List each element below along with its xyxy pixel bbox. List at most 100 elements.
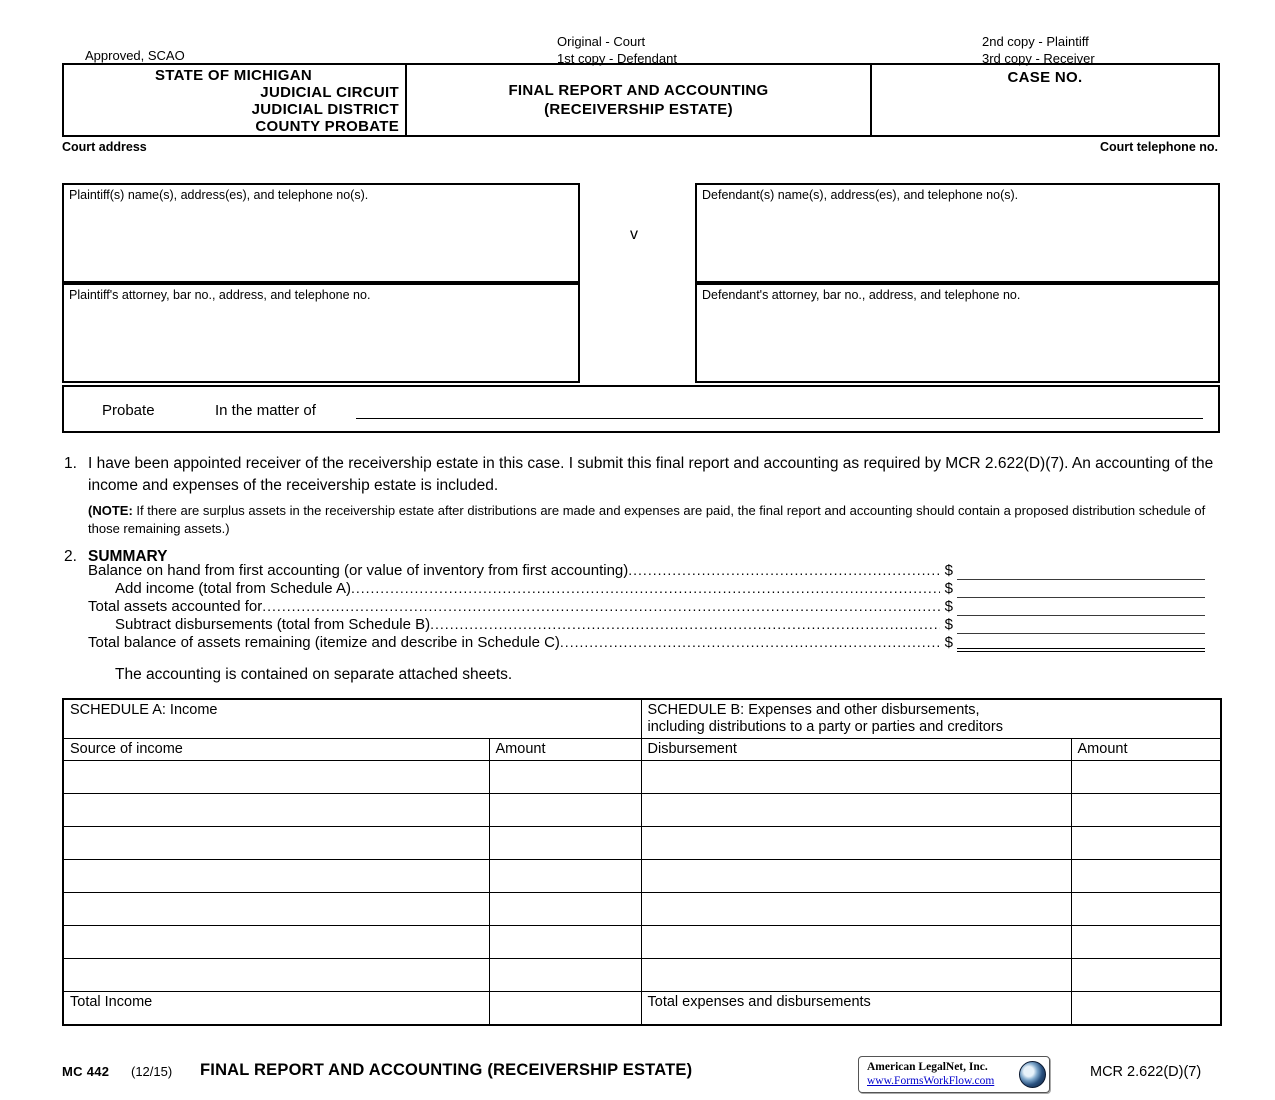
amount-blank-line[interactable] — [957, 583, 1205, 598]
summary-label: Add income (total from Schedule A) — [115, 580, 351, 597]
income-source-cell[interactable] — [62, 958, 490, 992]
disbursement-amount-cell[interactable] — [1070, 892, 1222, 926]
dollar-sign: $ — [944, 562, 953, 579]
form-revision-label: (12/15) — [131, 1064, 173, 1079]
summary-label: Balance on hand from first accounting (o… — [88, 562, 629, 579]
form-title-line1: FINAL REPORT AND ACCOUNTING — [508, 82, 769, 99]
case-no-field[interactable]: CASE NO. — [872, 65, 1218, 135]
col-header-amount-a: Amount — [488, 738, 642, 761]
income-amount-cell[interactable] — [488, 826, 642, 860]
income-source-cell[interactable] — [62, 925, 490, 959]
summary-row-add-income: Add income (total from Schedule A) $ — [88, 580, 1205, 598]
globe-icon — [1019, 1061, 1046, 1088]
disbursement-cell[interactable] — [640, 925, 1072, 959]
probate-matter-box: Probate In the matter of — [62, 385, 1220, 433]
amount-blank-line[interactable] — [957, 619, 1205, 634]
schedule-b-title-line2: including distributions to a party or pa… — [647, 719, 1003, 735]
note-bold-label: NOTE: — [92, 503, 133, 518]
matter-of-blank-line[interactable] — [356, 403, 1203, 419]
county-probate-label: COUNTY PROBATE — [255, 118, 399, 135]
dot-leader — [628, 562, 939, 578]
total-income-amount-cell[interactable] — [488, 991, 642, 1025]
item1-text: I have been appointed receiver of the re… — [88, 455, 1214, 494]
schedules-table: SCHEDULE A: Income SCHEDULE B: Expenses … — [62, 698, 1223, 1026]
defendant-name-label: Defendant(s) name(s), address(es), and t… — [702, 188, 1019, 202]
plaintiff-name-field[interactable]: Plaintiff(s) name(s), address(es), and t… — [62, 183, 580, 283]
disbursement-cell[interactable] — [640, 760, 1072, 794]
case-no-label: CASE NO. — [1007, 69, 1083, 86]
probate-label: Probate — [102, 402, 155, 419]
item1-note: (NOTE: If there are surplus assets in th… — [88, 502, 1206, 538]
income-amount-cell[interactable] — [488, 958, 642, 992]
form-caption-box: STATE OF MICHIGAN JUDICIAL CIRCUIT JUDIC… — [62, 63, 1220, 137]
schedule-b-title: SCHEDULE B: Expenses and other disbursem… — [640, 698, 1222, 739]
amount-blank-line[interactable] — [957, 601, 1205, 616]
american-legalnet-badge: American LegalNet, Inc. www.FormsWorkFlo… — [858, 1056, 1050, 1093]
vendor-url-link[interactable]: www.FormsWorkFlow.com — [867, 1075, 995, 1087]
note-body-text: If there are surplus assets in the recei… — [88, 503, 1206, 536]
total-income-label: Total Income — [62, 991, 490, 1025]
amount-blank-line[interactable] — [957, 565, 1205, 580]
disbursement-amount-cell[interactable] — [1070, 925, 1222, 959]
copy-original-label: Original - Court — [557, 34, 646, 49]
disbursement-cell[interactable] — [640, 892, 1072, 926]
income-source-cell[interactable] — [62, 793, 490, 827]
income-amount-cell[interactable] — [488, 793, 642, 827]
disbursement-amount-cell[interactable] — [1070, 859, 1222, 893]
defendant-attorney-field[interactable]: Defendant's attorney, bar no., address, … — [695, 283, 1220, 383]
disbursement-cell[interactable] — [640, 826, 1072, 860]
court-rule-label: MCR 2.622(D)(7) — [1090, 1064, 1202, 1080]
total-expenses-label: Total expenses and disbursements — [640, 991, 1072, 1025]
disbursement-amount-cell[interactable] — [1070, 958, 1222, 992]
summary-row-total-assets: Total assets accounted for $ — [88, 598, 1205, 616]
vendor-name-label: American LegalNet, Inc. — [867, 1061, 988, 1073]
copy-2nd-label: 2nd copy - Plaintiff — [982, 34, 1089, 49]
form-title-line2: (RECEIVERSHIP ESTATE) — [544, 101, 733, 118]
disbursement-amount-cell[interactable] — [1070, 793, 1222, 827]
dollar-sign: $ — [944, 634, 953, 651]
schedule-a-title: SCHEDULE A: Income — [62, 698, 642, 739]
court-address-label: Court address — [62, 140, 147, 154]
note-open-paren: ( — [88, 503, 93, 518]
form-title-cell: FINAL REPORT AND ACCOUNTING (RECEIVERSHI… — [407, 65, 872, 135]
attached-sheets-note: The accounting is contained on separate … — [115, 666, 513, 683]
income-amount-cell[interactable] — [488, 925, 642, 959]
summary-label: Total balance of assets remaining (itemi… — [88, 634, 560, 651]
income-source-cell[interactable] — [62, 859, 490, 893]
summary-label: Total assets accounted for — [88, 598, 263, 615]
summary-rows: Balance on hand from first accounting (o… — [88, 562, 1205, 652]
income-source-cell[interactable] — [62, 826, 490, 860]
item2-number: 2. — [64, 548, 77, 565]
disbursement-amount-cell[interactable] — [1070, 826, 1222, 860]
disbursement-cell[interactable] — [640, 793, 1072, 827]
defendant-name-field[interactable]: Defendant(s) name(s), address(es), and t… — [695, 183, 1220, 283]
plaintiff-name-label: Plaintiff(s) name(s), address(es), and t… — [69, 188, 369, 202]
dot-leader — [351, 580, 940, 596]
summary-row-total-balance: Total balance of assets remaining (itemi… — [88, 634, 1205, 652]
dot-leader — [560, 634, 940, 650]
income-source-cell[interactable] — [62, 760, 490, 794]
judicial-district-label: JUDICIAL DISTRICT — [251, 101, 399, 118]
judicial-circuit-label: JUDICIAL CIRCUIT — [260, 84, 399, 101]
income-source-cell[interactable] — [62, 892, 490, 926]
state-of-michigan-label: STATE OF MICHIGAN — [154, 67, 313, 84]
income-amount-cell[interactable] — [488, 760, 642, 794]
item1-number: 1. — [64, 455, 77, 472]
col-header-source-of-income: Source of income — [62, 738, 490, 761]
income-amount-cell[interactable] — [488, 859, 642, 893]
dollar-sign: $ — [944, 580, 953, 597]
copy-3rd-label: 3rd copy - Receiver — [982, 51, 1095, 66]
income-amount-cell[interactable] — [488, 892, 642, 926]
disbursement-cell[interactable] — [640, 958, 1072, 992]
total-expenses-amount-cell[interactable] — [1070, 991, 1222, 1025]
court-telephone-label: Court telephone no. — [1099, 140, 1218, 154]
amount-blank-line-double[interactable] — [957, 637, 1205, 652]
approved-scao-label: Approved, SCAO — [85, 48, 185, 63]
dot-leader — [430, 616, 940, 632]
plaintiff-attorney-label: Plaintiff's attorney, bar no., address, … — [69, 288, 371, 302]
col-header-disbursement: Disbursement — [640, 738, 1072, 761]
plaintiff-attorney-field[interactable]: Plaintiff's attorney, bar no., address, … — [62, 283, 580, 383]
copy-1st-label: 1st copy - Defendant — [557, 51, 677, 66]
disbursement-cell[interactable] — [640, 859, 1072, 893]
disbursement-amount-cell[interactable] — [1070, 760, 1222, 794]
